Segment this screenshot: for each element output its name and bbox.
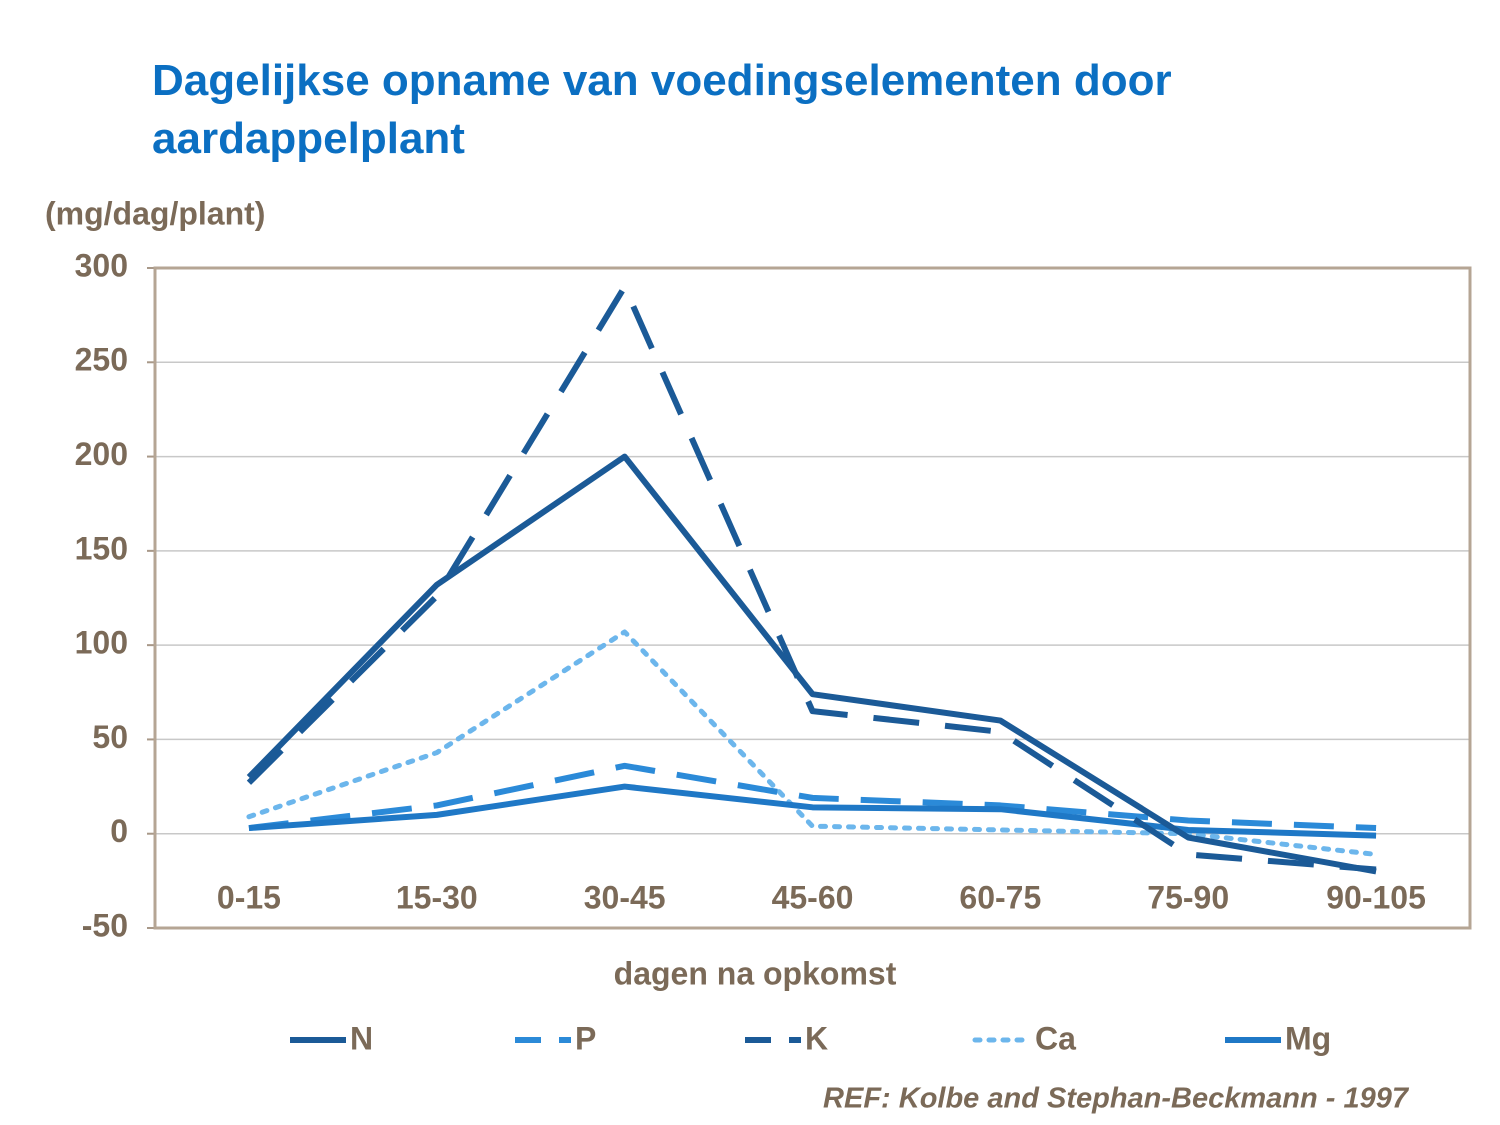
y-tick-label: 150 (75, 530, 128, 566)
y-tick-label: 300 (75, 247, 128, 283)
plot-frame (153, 266, 1472, 930)
y-tick-label: 50 (92, 719, 128, 755)
x-tick-label: 90-105 (1326, 879, 1426, 915)
y-tick-label: 250 (75, 342, 128, 378)
y-tick-label: 0 (110, 813, 128, 849)
x-tick-label: 0-15 (217, 879, 281, 915)
series-line (248, 783, 1377, 839)
x-tick-label: 75-90 (1147, 879, 1229, 915)
y-tick-label: -50 (82, 907, 128, 943)
source-note: REF: Kolbe and Stephan-Beckmann - 1997 (823, 1083, 1410, 1115)
legend-label: N (350, 1020, 373, 1056)
series-line (246, 629, 1379, 857)
y-tick-label: 200 (75, 436, 128, 472)
series-line (246, 283, 1377, 873)
x-tick-label: 60-75 (959, 879, 1041, 915)
legend-label: Mg (1285, 1020, 1331, 1056)
series-line (248, 762, 1377, 832)
legend-label: K (805, 1020, 828, 1056)
legend-label: Ca (1035, 1020, 1076, 1056)
legend-label: P (575, 1020, 596, 1056)
y-tick-label: 100 (75, 625, 128, 661)
x-tick-label: 30-45 (584, 879, 666, 915)
chart-title: Dagelijkse opname van voedingselementen … (152, 56, 1172, 163)
x-tick-label: 45-60 (772, 879, 854, 915)
y-axis-label: (mg/dag/plant) (45, 195, 265, 231)
series-line (246, 453, 1377, 875)
x-tick-label: 15-30 (396, 879, 478, 915)
x-axis-label: dagen na opkomst (614, 955, 897, 991)
